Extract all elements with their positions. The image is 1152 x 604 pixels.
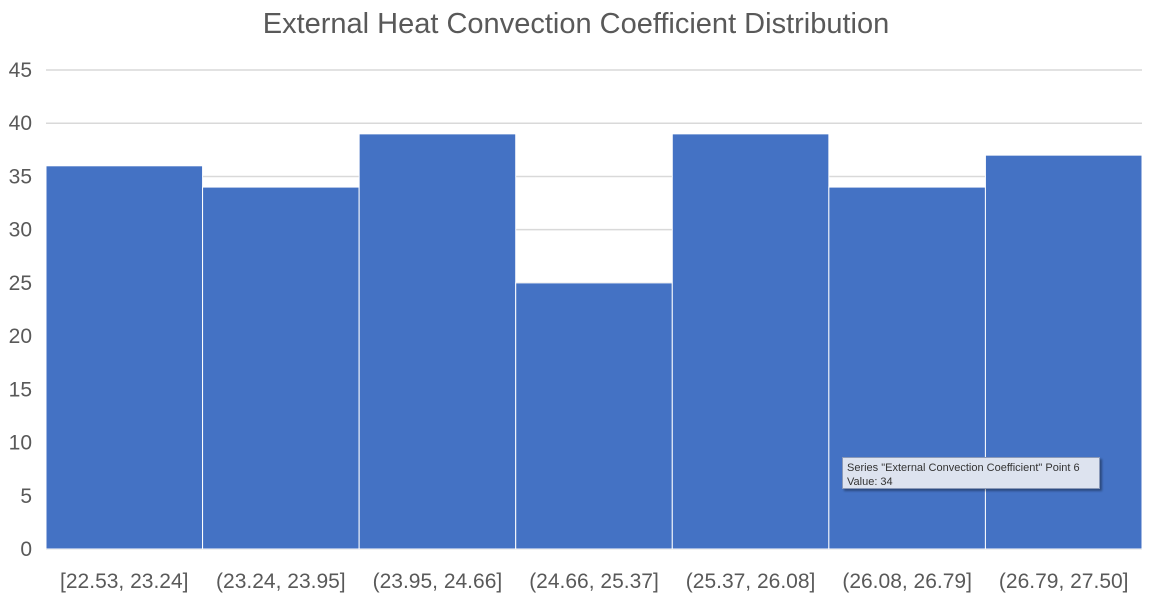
tooltip-series-line: Series "External Convection Coefficient"… <box>847 462 1080 474</box>
histogram-bar[interactable] <box>671 133 830 550</box>
y-tick-label: 30 <box>9 219 32 242</box>
x-tick-label: (25.37, 26.08] <box>686 570 816 593</box>
y-tick-label: 45 <box>9 59 32 82</box>
x-tick-label: [22.53, 23.24] <box>60 570 188 593</box>
y-tick-label: 5 <box>20 485 32 508</box>
x-tick-label: (23.95, 24.66] <box>373 570 503 593</box>
y-tick-label: 15 <box>9 378 32 401</box>
data-point-tooltip: Series "External Convection Coefficient"… <box>842 457 1100 489</box>
x-tick-label: (24.66, 25.37] <box>529 570 659 593</box>
tooltip-value-line: Value: 34 <box>847 476 893 488</box>
x-tick-label: (23.24, 23.95] <box>216 570 346 593</box>
histogram-bar[interactable] <box>202 186 360 550</box>
x-axis-ticks: [22.53, 23.24] (23.24, 23.95] (23.95, 24.6… <box>60 570 1128 593</box>
y-axis-ticks: 0 5 10 15 20 25 30 35 40 45 <box>9 59 32 561</box>
y-tick-label: 35 <box>9 165 32 188</box>
x-tick-label: (26.08, 26.79] <box>842 570 972 593</box>
histogram-bar[interactable] <box>984 154 1143 550</box>
histogram-bar[interactable] <box>828 186 986 550</box>
y-tick-label: 20 <box>9 325 32 348</box>
y-tick-label: 25 <box>9 272 32 295</box>
chart-title: External Heat Convection Coefficient Dis… <box>262 8 890 40</box>
y-tick-label: 40 <box>9 112 32 135</box>
y-tick-label: 10 <box>9 432 32 455</box>
y-tick-label: 0 <box>20 538 32 561</box>
histogram-bar[interactable] <box>358 133 517 550</box>
histogram-bar[interactable] <box>45 165 204 550</box>
x-tick-label: (26.79, 27.50] <box>999 570 1129 593</box>
histogram-bar[interactable] <box>515 282 673 550</box>
